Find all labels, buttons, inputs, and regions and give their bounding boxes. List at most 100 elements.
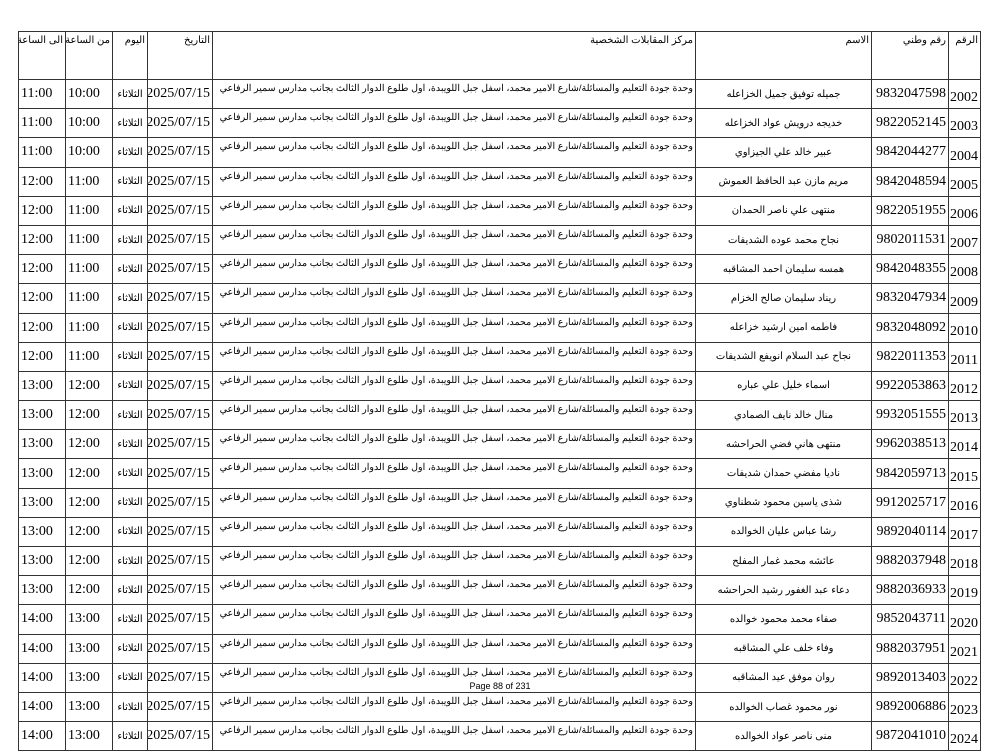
national-id: 9822051955 — [871, 195, 949, 226]
from-time: 11:00 — [65, 254, 113, 285]
row-number: 2021 — [948, 633, 981, 664]
table-row: 2012 9922053863 اسماء خليل علي عباره وحدة ج… — [18, 370, 981, 402]
applicant-name: اسماء خليل علي عباره — [695, 370, 872, 402]
interview-day: الثلاثاء — [112, 458, 148, 489]
row-number: 2016 — [948, 487, 981, 518]
interview-date: 2025/07/15 — [147, 254, 213, 285]
interview-center: وحدة جودة التعليم والمسائلة/شارع الامير … — [212, 137, 696, 168]
interview-day: الثلاثاء — [112, 108, 148, 139]
row-number: 2003 — [948, 108, 981, 139]
row-number: 2024 — [948, 721, 981, 751]
row-number: 2018 — [948, 545, 981, 577]
applicant-name: صفاء محمد محمود خوالده — [695, 604, 872, 635]
applicant-name: ريناد سليمان صالح الخزام — [695, 283, 872, 314]
from-time: 12:00 — [65, 545, 113, 577]
to-time: 13:00 — [18, 575, 66, 606]
national-id: 9882037951 — [871, 633, 949, 664]
interview-center: وحدة جودة التعليم والمسائلة/شارع الامير … — [212, 633, 696, 664]
interview-date: 2025/07/15 — [147, 516, 213, 548]
national-id: 9882036933 — [871, 575, 949, 606]
interview-day: الثلاثاء — [112, 662, 148, 693]
to-time: 12:00 — [18, 312, 66, 343]
national-id: 9842044277 — [871, 137, 949, 168]
interview-date: 2025/07/15 — [147, 575, 213, 606]
table-row: 2002 9832047598 جميله توفيق جميل الخزاعله و… — [18, 78, 981, 110]
table-row: 2013 9932051555 منال خالد نايف الصمادي وحدة… — [18, 400, 981, 431]
to-time: 13:00 — [18, 458, 66, 489]
interview-date: 2025/07/15 — [147, 224, 213, 256]
row-number: 2006 — [948, 195, 981, 226]
national-id: 9832047934 — [871, 283, 949, 314]
interview-center: وحدة جودة التعليم والمسائلة/شارع الامير … — [212, 108, 696, 139]
interview-day: الثلاثاء — [112, 224, 148, 256]
to-time: 13:00 — [18, 487, 66, 518]
national-id: 9802011531 — [871, 224, 949, 256]
row-number: 2015 — [948, 458, 981, 489]
interview-center: وحدة جودة التعليم والمسائلة/شارع الامير … — [212, 721, 696, 751]
interview-center: وحدة جودة التعليم والمسائلة/شارع الامير … — [212, 341, 696, 372]
to-time: 14:00 — [18, 721, 66, 751]
to-time: 13:00 — [18, 429, 66, 460]
row-number: 2013 — [948, 400, 981, 431]
row-number: 2020 — [948, 604, 981, 635]
header-day: اليوم — [112, 31, 148, 80]
from-time: 11:00 — [65, 224, 113, 256]
interview-day: الثلاثاء — [112, 312, 148, 343]
to-time: 11:00 — [18, 137, 66, 168]
applicant-name: ناديا مفضي حمدان شديفات — [695, 458, 872, 489]
from-time: 12:00 — [65, 458, 113, 489]
row-number: 2010 — [948, 312, 981, 343]
interview-day: الثلاثاء — [112, 604, 148, 635]
row-number: 2014 — [948, 429, 981, 460]
table-row: 2010 9832048092 فاطمه امين ارشيد خزاعله وحد… — [18, 312, 981, 343]
interview-date: 2025/07/15 — [147, 721, 213, 751]
interview-center: وحدة جودة التعليم والمسائلة/شارع الامير … — [212, 166, 696, 197]
to-time: 13:00 — [18, 545, 66, 577]
applicant-name: عائشه محمد غمار المفلح — [695, 545, 872, 577]
applicant-name: منى ناصر عواد الخوالده — [695, 721, 872, 751]
interview-day: الثلاثاء — [112, 78, 148, 110]
interview-day: الثلاثاء — [112, 370, 148, 402]
header-date: التاريخ — [147, 31, 213, 80]
interview-date: 2025/07/15 — [147, 137, 213, 168]
interview-center: وحدة جودة التعليم والمسائلة/شارع الامير … — [212, 283, 696, 314]
applicant-name: منتهى علي ناصر الحمدان — [695, 195, 872, 226]
to-time: 11:00 — [18, 108, 66, 139]
national-id: 9842048355 — [871, 254, 949, 285]
from-time: 10:00 — [65, 108, 113, 139]
table-row: 2016 9912025717 شذى ياسين محمود شطناوي وحدة… — [18, 487, 981, 518]
to-time: 14:00 — [18, 604, 66, 635]
table-row: 2005 9842048594 مريم مازن عبد الحافظ العمو… — [18, 166, 981, 197]
interview-center: وحدة جودة التعليم والمسائلة/شارع الامير … — [212, 545, 696, 577]
interview-date: 2025/07/15 — [147, 195, 213, 226]
interview-date: 2025/07/15 — [147, 78, 213, 110]
interview-center: وحدة جودة التعليم والمسائلة/شارع الامير … — [212, 487, 696, 518]
table-row: 2015 9842059713 ناديا مفضي حمدان شديفات وحد… — [18, 458, 981, 489]
national-id: 9962038513 — [871, 429, 949, 460]
interview-day: الثلاثاء — [112, 166, 148, 197]
national-id: 9822011353 — [871, 341, 949, 372]
from-time: 13:00 — [65, 691, 113, 723]
from-time: 11:00 — [65, 283, 113, 314]
applicant-name: نجاح محمد عوده الشديفات — [695, 224, 872, 256]
interview-center: وحدة جودة التعليم والمسائلة/شارع الامير … — [212, 78, 696, 110]
to-time: 13:00 — [18, 516, 66, 548]
row-number: 2007 — [948, 224, 981, 256]
interview-day: الثلاثاء — [112, 545, 148, 577]
interview-day: الثلاثاء — [112, 487, 148, 518]
applicant-name: جميله توفيق جميل الخزاعله — [695, 78, 872, 110]
interview-center: وحدة جودة التعليم والمسائلة/شارع الامير … — [212, 458, 696, 489]
to-time: 13:00 — [18, 370, 66, 402]
interview-date: 2025/07/15 — [147, 312, 213, 343]
table-row: 2006 9822051955 منتهى علي ناصر الحمدان وحدة… — [18, 195, 981, 226]
interview-date: 2025/07/15 — [147, 429, 213, 460]
table-row: 2019 9882036933 دعاء عبد الغفور رشيد الحرا… — [18, 575, 981, 606]
to-time: 12:00 — [18, 283, 66, 314]
applicant-name: رشا عباس عليان الخوالده — [695, 516, 872, 548]
to-time: 11:00 — [18, 78, 66, 110]
from-time: 11:00 — [65, 166, 113, 197]
table-row: 2024 9872041010 منى ناصر عواد الخوالده وحدة… — [18, 721, 981, 751]
from-time: 10:00 — [65, 137, 113, 168]
from-time: 12:00 — [65, 575, 113, 606]
interview-day: الثلاثاء — [112, 721, 148, 751]
